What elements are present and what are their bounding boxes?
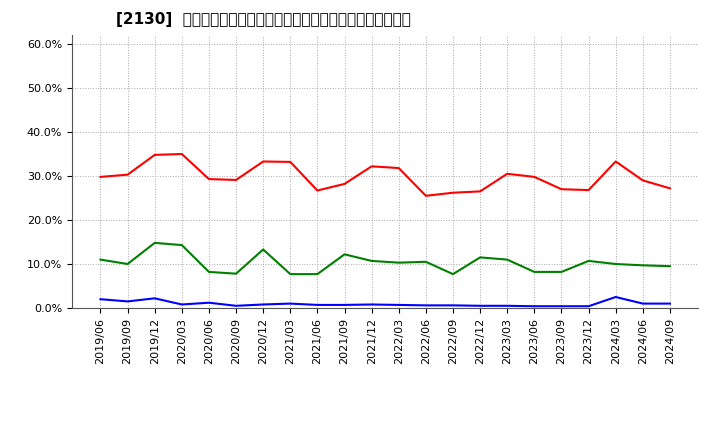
売上債権 (123, 172, 132, 177)
売上債権 (204, 176, 213, 182)
在庫 (341, 302, 349, 308)
売上債権 (557, 187, 566, 192)
在庫 (557, 304, 566, 309)
買入債務 (150, 240, 159, 246)
買入債務 (178, 242, 186, 248)
売上債権 (96, 174, 105, 180)
在庫 (286, 301, 294, 306)
買入債務 (530, 269, 539, 275)
Legend: 売上債権, 在庫, 買入債務: 売上債権, 在庫, 買入債務 (241, 438, 529, 440)
売上債権 (341, 181, 349, 187)
売上債権 (178, 151, 186, 157)
買入債務 (395, 260, 403, 265)
売上債権 (286, 159, 294, 165)
買入債務 (259, 247, 268, 252)
買入債務 (584, 258, 593, 264)
在庫 (150, 296, 159, 301)
買入債務 (557, 269, 566, 275)
買入債務 (123, 261, 132, 267)
在庫 (665, 301, 674, 306)
在庫 (639, 301, 647, 306)
在庫 (178, 302, 186, 307)
売上債権 (259, 159, 268, 164)
売上債権 (584, 187, 593, 193)
買入債務 (286, 271, 294, 277)
在庫 (204, 300, 213, 305)
在庫 (259, 302, 268, 307)
在庫 (476, 303, 485, 308)
売上債権 (313, 188, 322, 193)
Line: 売上債権: 売上債権 (101, 154, 670, 196)
在庫 (584, 304, 593, 309)
売上債権 (150, 152, 159, 158)
売上債権 (530, 174, 539, 180)
買入債務 (639, 263, 647, 268)
売上債権 (503, 171, 511, 176)
在庫 (530, 304, 539, 309)
買入債務 (665, 264, 674, 269)
在庫 (232, 303, 240, 308)
Text: [2130]  売上債権、在庫、買入債務の総資産に対する比率の推移: [2130] 売上債権、在庫、買入債務の総資産に対する比率の推移 (116, 12, 410, 27)
売上債権 (611, 159, 620, 164)
買入債務 (476, 255, 485, 260)
売上債権 (476, 189, 485, 194)
買入債務 (232, 271, 240, 276)
買入債務 (421, 259, 430, 264)
在庫 (503, 303, 511, 308)
買入債務 (611, 261, 620, 267)
売上債権 (639, 178, 647, 183)
売上債権 (449, 190, 457, 195)
売上債権 (421, 193, 430, 198)
買入債務 (367, 258, 376, 264)
売上債権 (665, 186, 674, 191)
買入債務 (96, 257, 105, 262)
在庫 (449, 303, 457, 308)
Line: 買入債務: 買入債務 (101, 243, 670, 274)
買入債務 (313, 271, 322, 277)
買入債務 (503, 257, 511, 262)
売上債権 (395, 165, 403, 171)
在庫 (611, 294, 620, 300)
売上債権 (367, 164, 376, 169)
売上債権 (232, 177, 240, 183)
在庫 (123, 299, 132, 304)
Line: 在庫: 在庫 (101, 297, 670, 306)
在庫 (96, 297, 105, 302)
在庫 (395, 302, 403, 308)
在庫 (313, 302, 322, 308)
在庫 (367, 302, 376, 307)
買入債務 (204, 269, 213, 275)
在庫 (421, 303, 430, 308)
買入債務 (449, 271, 457, 277)
買入債務 (341, 252, 349, 257)
